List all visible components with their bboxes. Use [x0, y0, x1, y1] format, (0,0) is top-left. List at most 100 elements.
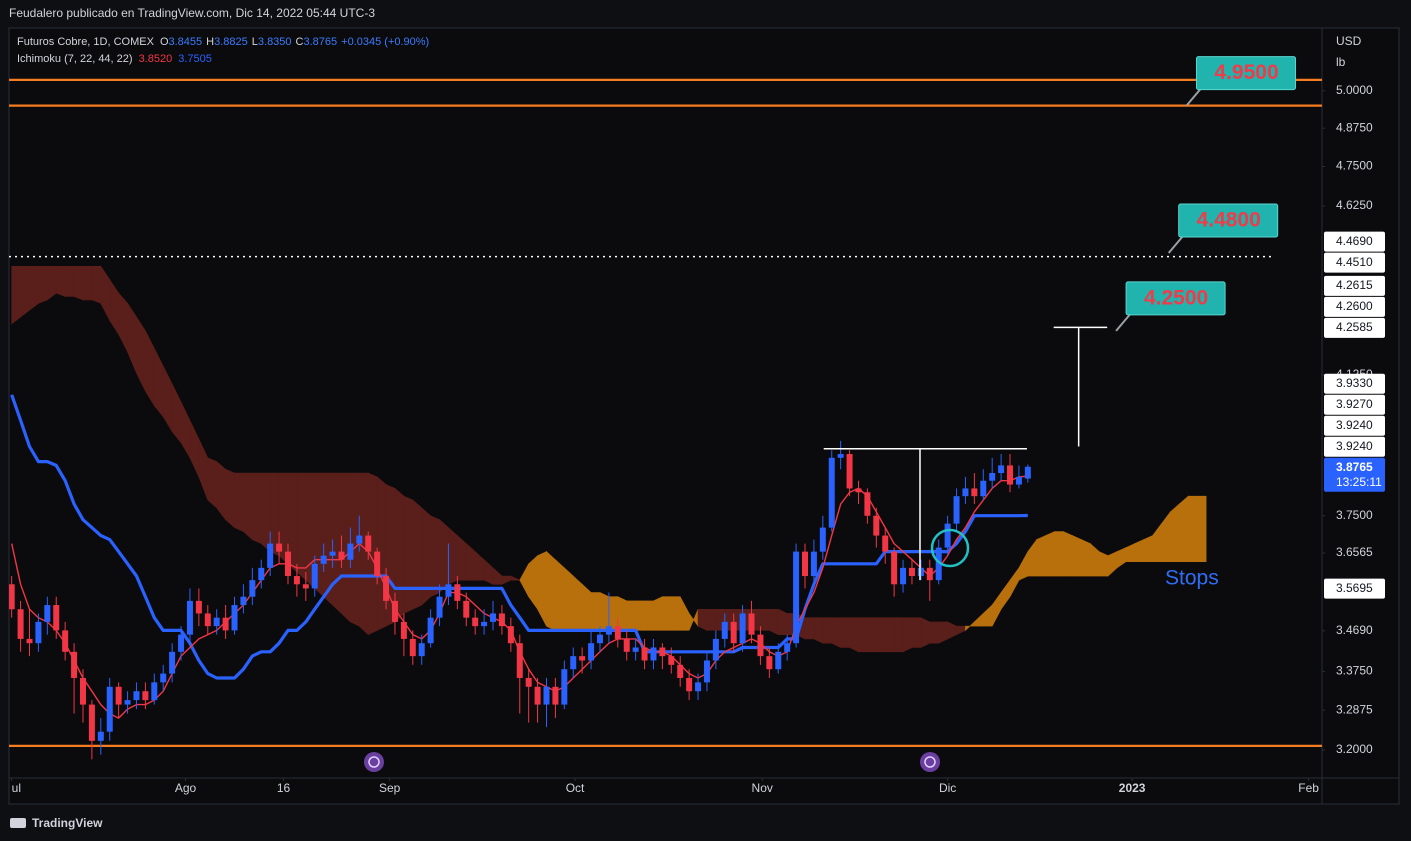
candle-body — [686, 677, 693, 692]
cloud-segment — [902, 617, 913, 653]
ohlc-label: L — [252, 36, 258, 48]
price-box — [1324, 252, 1385, 273]
cloud-segment — [706, 608, 717, 631]
cloud-segment — [252, 472, 262, 545]
candle-body — [837, 454, 844, 458]
candle-body — [793, 551, 800, 644]
candle-body — [632, 647, 639, 652]
price-box-label: 3.9240 — [1336, 439, 1373, 453]
cloud-segment — [1179, 495, 1189, 563]
cloud-segment — [599, 592, 610, 631]
candle-body — [784, 643, 791, 652]
candle-body — [1024, 466, 1031, 479]
cloud-segment — [359, 472, 369, 636]
cloud-segment — [1072, 535, 1082, 577]
price-box-label: 4.2600 — [1336, 299, 1373, 313]
candle-body — [712, 638, 719, 661]
candle-body — [17, 609, 24, 639]
cloud-segment — [608, 596, 619, 631]
x-tick-label: Ago — [175, 781, 197, 795]
candle-body — [213, 617, 220, 627]
candle-body — [249, 580, 256, 597]
countdown: 13:25:11 — [1336, 475, 1382, 489]
price-box-label: 4.2615 — [1336, 278, 1373, 292]
candle-body — [552, 686, 559, 705]
cloud-segment — [11, 265, 21, 325]
candle-body — [44, 605, 51, 622]
candle-body — [1007, 465, 1014, 485]
price-box-label: 4.4510 — [1336, 255, 1373, 269]
cloud-segment — [572, 575, 583, 631]
candle-body — [320, 555, 327, 564]
callout-label: 4.2500 — [1144, 286, 1208, 309]
candle-body — [436, 596, 443, 618]
cloud-segment — [73, 265, 84, 301]
price-box-label: 3.9330 — [1336, 376, 1373, 390]
callout-box — [1125, 281, 1226, 316]
symbol: Futuros Cobre, 1D, COMEX — [17, 36, 155, 48]
candle-body — [267, 543, 274, 568]
price-box — [1324, 231, 1385, 252]
price-box — [1324, 317, 1385, 338]
stops-annotation: Stops — [1165, 567, 1219, 590]
candle-body — [534, 686, 541, 705]
price-box — [1324, 578, 1385, 599]
candle-body — [926, 567, 933, 581]
candle-body — [169, 651, 176, 674]
candle-body — [383, 576, 390, 601]
candle-body — [561, 669, 568, 705]
candle-body — [989, 473, 996, 481]
cloud-segment — [91, 265, 102, 304]
candle-body — [106, 686, 113, 732]
price-box — [1324, 275, 1385, 296]
cloud-segment — [858, 617, 868, 653]
candle-body — [766, 656, 773, 670]
cloud-segment — [1036, 535, 1046, 577]
cloud-segment — [760, 608, 770, 631]
x-tick-label: 2023 — [1119, 781, 1146, 795]
candle-body — [178, 634, 185, 652]
candle-body — [311, 563, 318, 589]
candle-body — [864, 492, 871, 516]
cloud-segment — [929, 621, 940, 644]
x-tick-label: Nov — [752, 781, 773, 795]
cloud-segment — [457, 534, 467, 581]
candle-body — [9, 584, 15, 610]
candle-body — [873, 515, 880, 536]
y-tick-label: 3.2875 — [1336, 702, 1373, 716]
candle-body — [730, 621, 737, 644]
price-box-label: 4.2585 — [1336, 320, 1373, 334]
candle-body — [329, 551, 336, 556]
indicator-legend: Ichimoku (7, 22, 44, 22) 3.8520 3.7505 — [17, 53, 212, 65]
price-box — [1324, 436, 1385, 457]
price-box — [1324, 296, 1385, 317]
candle-body — [507, 626, 514, 644]
cloud-segment — [55, 265, 66, 297]
candle-body — [739, 613, 746, 644]
candle-body — [596, 634, 603, 644]
candle-body — [151, 682, 158, 701]
candle-body — [240, 596, 247, 606]
cloud-segment — [1045, 531, 1055, 577]
candle-body — [998, 465, 1005, 474]
cloud-segment — [38, 265, 48, 304]
cloud-segment — [653, 596, 663, 631]
candle-body — [293, 576, 300, 585]
cloud-segment — [590, 592, 601, 631]
event-icon[interactable] — [364, 752, 384, 772]
candle-body — [186, 600, 193, 635]
event-icon[interactable] — [920, 752, 940, 772]
cloud-segment — [64, 265, 75, 297]
cloud-segment — [269, 472, 280, 557]
plot-area — [9, 78, 1322, 760]
candle-body — [115, 686, 122, 705]
x-tick-label: Feb — [1298, 781, 1319, 795]
cloud-segment — [831, 617, 841, 648]
unit: lb — [1336, 55, 1346, 69]
callout-box — [1196, 56, 1297, 91]
y-tick-label: 3.7500 — [1336, 508, 1373, 522]
candle-body — [338, 551, 345, 560]
candle-body — [971, 488, 978, 497]
cloud-segment — [555, 559, 565, 631]
cloud-segment — [884, 617, 895, 653]
